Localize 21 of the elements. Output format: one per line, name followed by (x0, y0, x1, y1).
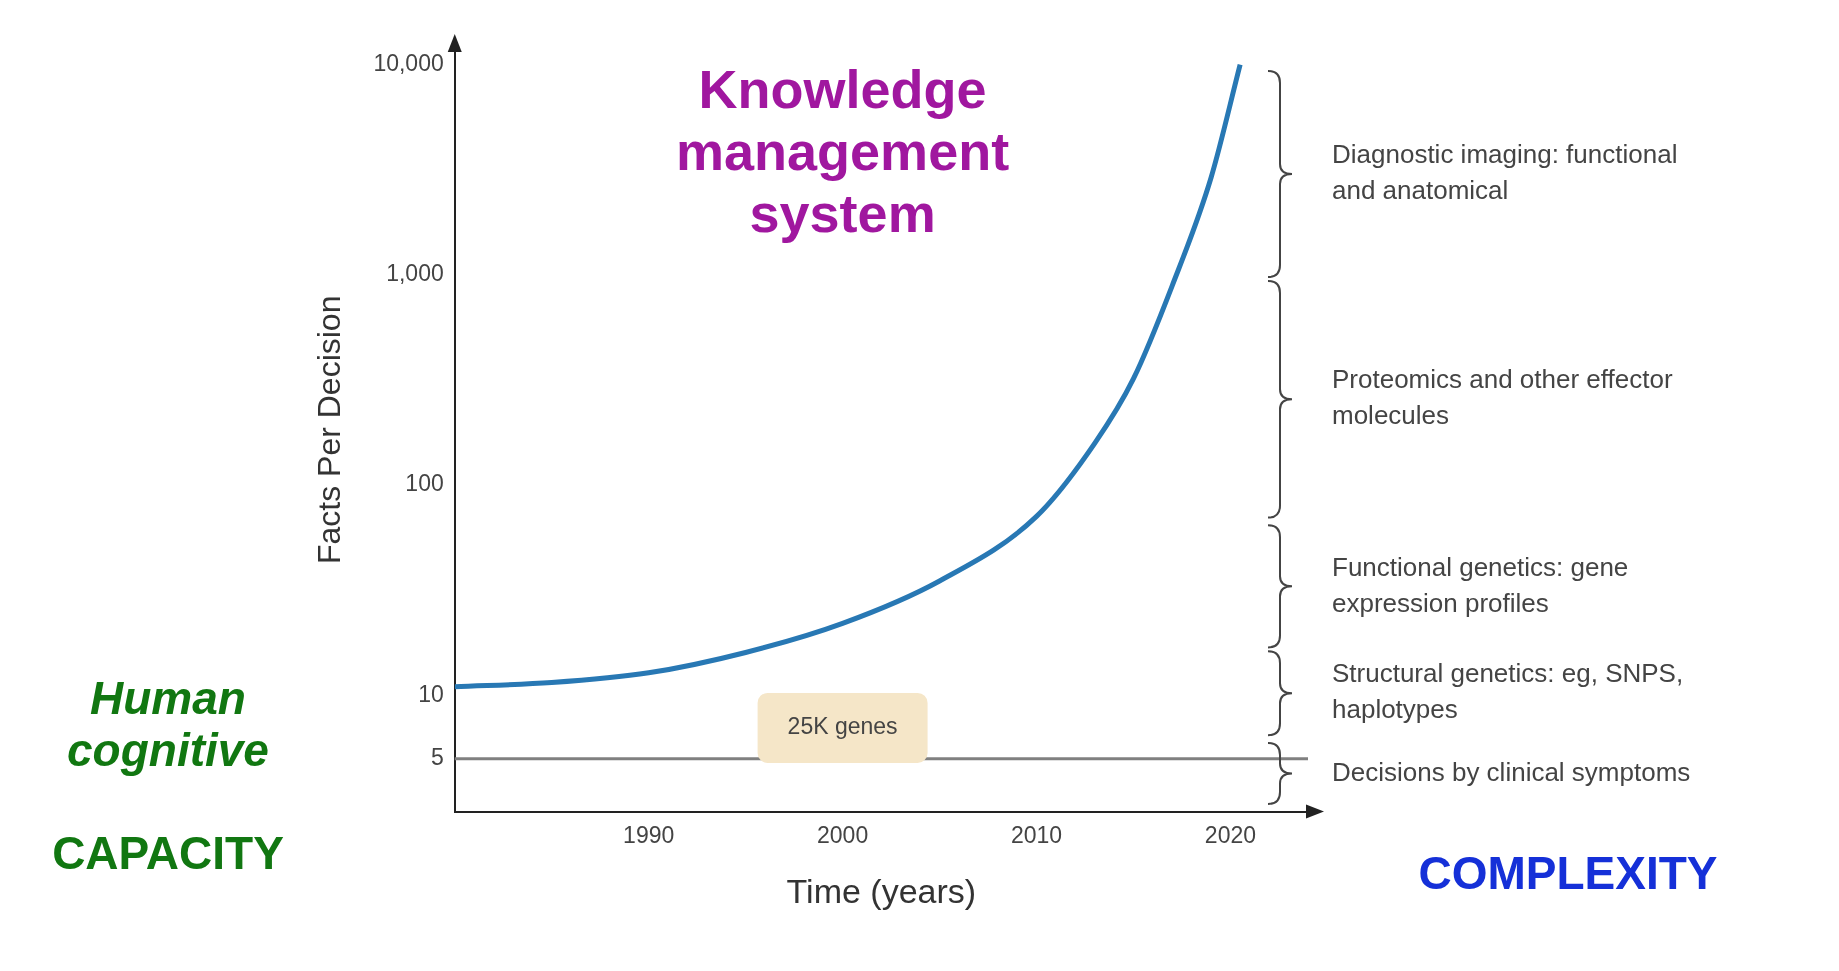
text: Diagnostic imaging: functional and anatomical (1332, 139, 1678, 206)
y-tick-label: 10 (418, 680, 444, 707)
y-tick-label: 100 (405, 470, 444, 497)
text: Structural genetics: eg, SNPS, haplotypes (1332, 658, 1684, 725)
x-tick-label: 2000 (817, 821, 869, 848)
y-axis-title: Facts Per Decision (311, 295, 348, 565)
text: COMPLEXITY (1418, 847, 1718, 900)
x-tick-label: 2020 (1204, 821, 1257, 848)
y-tick-label: 5 (430, 744, 444, 770)
text: Human cognitive (67, 672, 269, 777)
text: Proteomics and other effector molecules (1332, 364, 1673, 431)
x-tick-label: 1990 (623, 821, 675, 848)
text: Decisions by clinical symptoms (1332, 756, 1691, 787)
y-tick-label: 1,000 (386, 260, 444, 287)
text: CAPACITY (52, 827, 284, 880)
annotation: 25K genes (787, 713, 898, 740)
text: Functional genetics: gene expression profiles (1332, 551, 1629, 618)
y-tick-label: 10,000 (373, 49, 444, 76)
annotation: Knowledge management system (676, 58, 1010, 243)
x-axis-title: Time (years) (786, 871, 977, 910)
x-tick-label: 2010 (1010, 821, 1063, 848)
